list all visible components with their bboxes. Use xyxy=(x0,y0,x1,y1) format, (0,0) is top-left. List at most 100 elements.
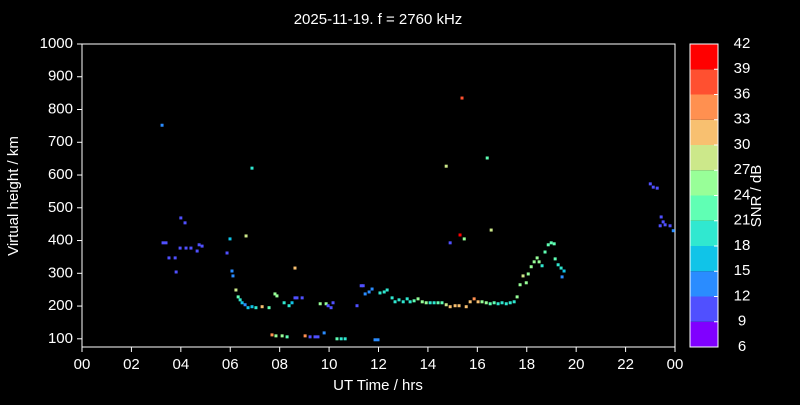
data-point xyxy=(512,300,516,304)
colorbar-segment xyxy=(690,69,718,95)
data-point xyxy=(385,288,389,292)
data-point xyxy=(412,299,416,303)
data-point xyxy=(189,246,193,250)
data-point xyxy=(648,182,652,186)
data-point xyxy=(552,242,556,246)
data-point xyxy=(658,224,662,228)
data-point xyxy=(659,215,663,219)
x-tick-label: 10 xyxy=(321,356,338,373)
x-tick-label: 00 xyxy=(667,356,684,373)
data-point xyxy=(161,241,165,245)
colorbar-tick-label: 18 xyxy=(734,237,751,254)
data-point xyxy=(293,266,297,270)
data-point xyxy=(174,270,178,274)
data-point xyxy=(508,301,512,305)
data-point xyxy=(432,301,436,305)
data-point xyxy=(331,301,335,305)
data-point xyxy=(367,290,371,294)
data-point xyxy=(496,302,500,306)
data-point xyxy=(655,186,659,190)
data-point xyxy=(382,290,386,294)
data-point xyxy=(390,296,394,300)
x-tick-label: 12 xyxy=(370,356,387,373)
data-point xyxy=(397,298,401,302)
data-point xyxy=(238,298,242,302)
data-point xyxy=(370,287,374,291)
colorbar-tick-label: 9 xyxy=(738,313,746,330)
data-point xyxy=(343,337,347,341)
data-point xyxy=(236,295,240,299)
data-point xyxy=(661,220,665,224)
data-point xyxy=(300,296,304,300)
y-tick-label: 200 xyxy=(48,297,73,314)
data-point xyxy=(444,164,448,168)
data-point xyxy=(532,260,536,264)
data-point xyxy=(285,335,289,339)
y-tick-label: 700 xyxy=(48,133,73,150)
data-point xyxy=(559,266,563,270)
data-point xyxy=(240,301,244,305)
x-tick-label: 18 xyxy=(518,356,535,373)
data-point xyxy=(322,331,326,335)
data-point xyxy=(553,257,557,261)
data-point xyxy=(244,234,248,238)
data-point xyxy=(472,297,476,301)
data-point xyxy=(378,291,382,295)
data-point xyxy=(424,301,428,305)
data-point xyxy=(408,300,412,304)
colorbar-segment xyxy=(690,145,718,171)
data-point xyxy=(651,185,655,189)
data-point xyxy=(526,272,530,276)
data-point xyxy=(316,335,320,339)
y-tick-label: 500 xyxy=(48,199,73,216)
data-point xyxy=(184,246,188,250)
data-point xyxy=(444,303,448,307)
data-point xyxy=(535,256,539,260)
data-point xyxy=(183,221,187,225)
data-point xyxy=(164,241,168,245)
data-point xyxy=(420,300,424,304)
colorbar-segment xyxy=(690,246,718,272)
chart-title: 2025-11-19. f = 2760 kHz xyxy=(294,11,463,28)
data-point xyxy=(234,288,238,292)
data-point xyxy=(280,334,284,338)
data-point xyxy=(480,300,484,304)
colorbar-label: SNR / dB xyxy=(748,165,765,228)
data-point xyxy=(359,284,363,288)
data-point xyxy=(363,292,367,296)
x-tick-label: 04 xyxy=(172,356,189,373)
data-point xyxy=(200,244,204,248)
data-point xyxy=(416,297,420,301)
data-point xyxy=(293,296,297,300)
data-point xyxy=(562,269,566,273)
data-point xyxy=(537,260,541,264)
data-point xyxy=(355,304,359,308)
colorbar-tick-label: 12 xyxy=(734,287,751,304)
data-point xyxy=(515,295,519,299)
y-tick-label: 100 xyxy=(48,330,73,347)
data-point xyxy=(540,264,544,268)
data-point xyxy=(405,297,409,301)
data-point xyxy=(521,274,525,278)
x-tick-label: 20 xyxy=(568,356,585,373)
y-axis-label: Virtual height / km xyxy=(5,136,22,256)
colorbar-segment xyxy=(690,296,718,322)
x-tick-label: 14 xyxy=(420,356,437,373)
data-point xyxy=(361,284,365,288)
colorbar-segment xyxy=(690,220,718,246)
data-point xyxy=(504,302,508,306)
colorbar-tick-label: 39 xyxy=(734,60,751,77)
colorbar-tick-label: 6 xyxy=(738,338,746,355)
x-tick-label: 02 xyxy=(123,356,140,373)
data-point xyxy=(440,301,444,305)
data-point xyxy=(324,302,328,306)
data-point xyxy=(287,304,291,308)
data-point xyxy=(318,302,322,306)
data-point xyxy=(549,241,553,245)
data-point xyxy=(246,306,250,310)
data-point xyxy=(308,335,312,339)
data-point xyxy=(295,296,299,300)
y-tick-label: 800 xyxy=(48,100,73,117)
data-point xyxy=(458,233,462,237)
